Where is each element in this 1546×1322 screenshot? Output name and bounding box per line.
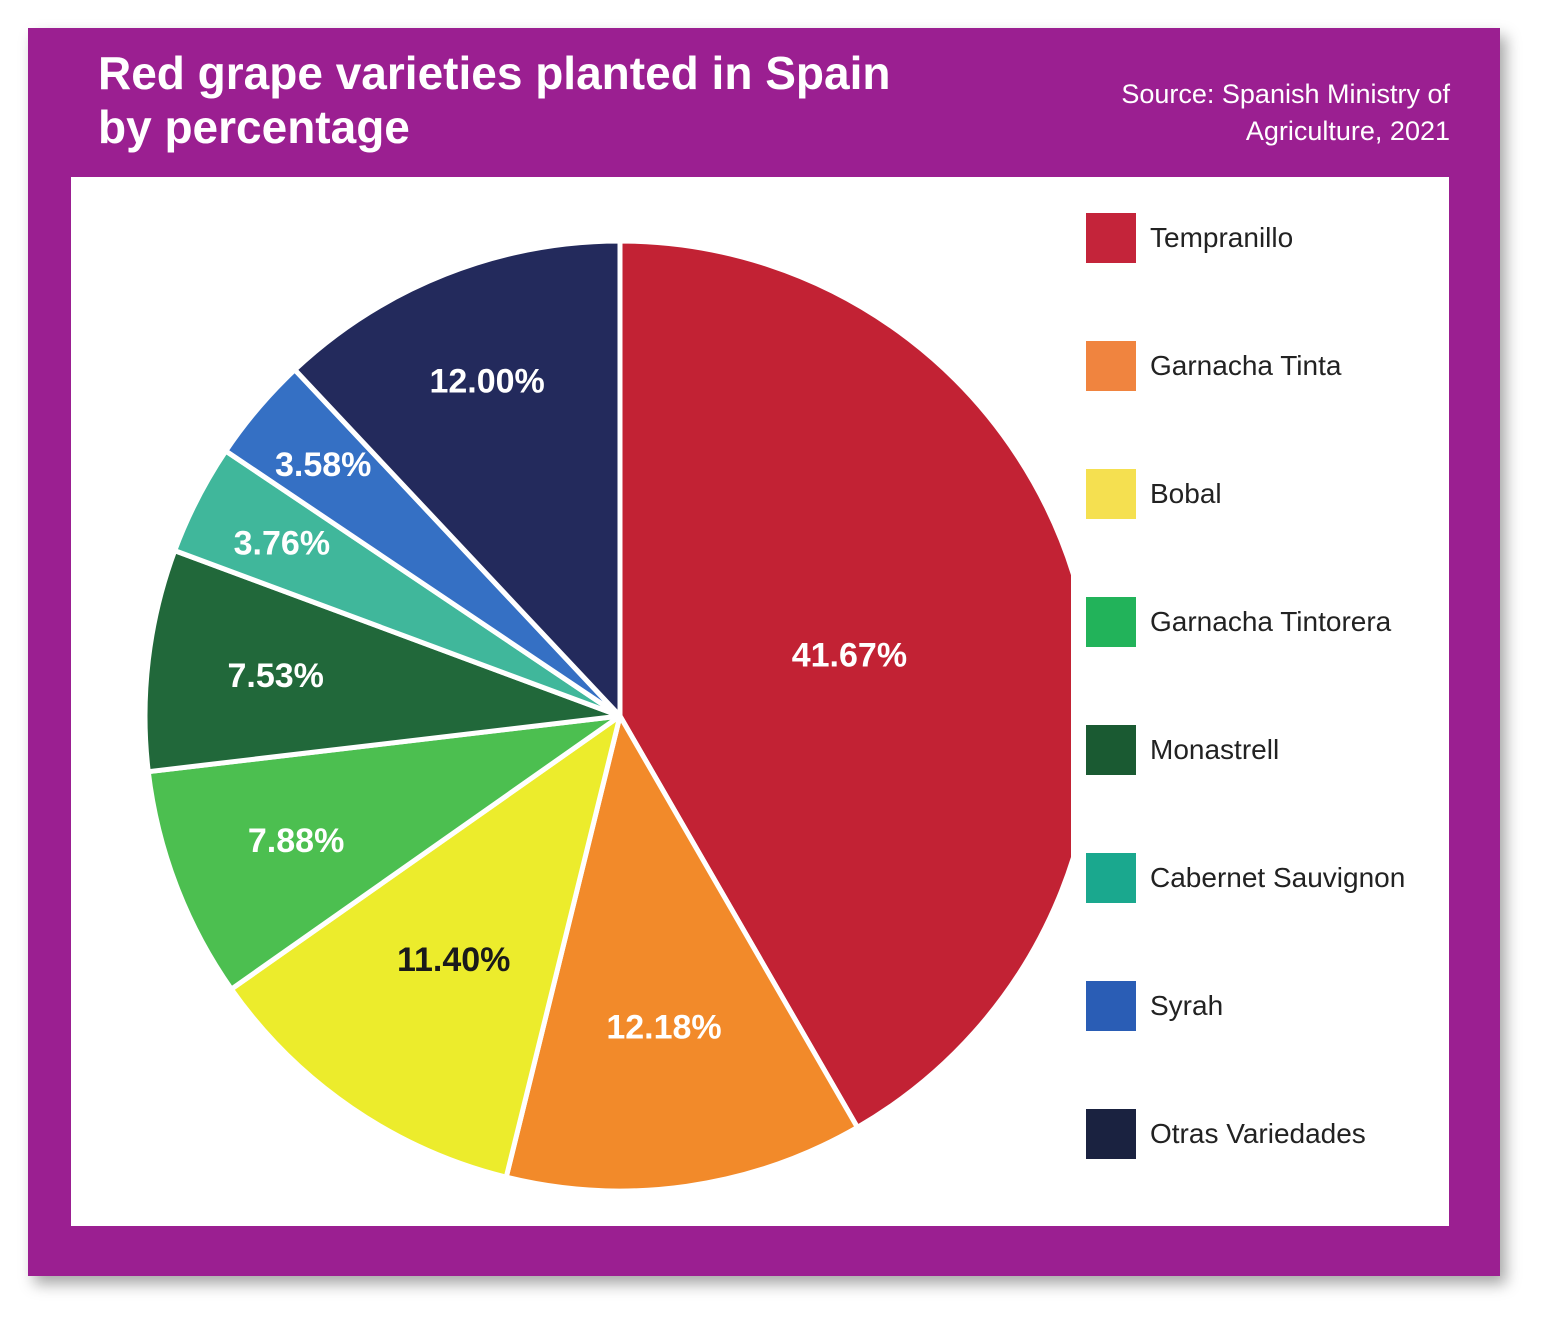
- pie-slice-bobal: [228, 713, 623, 1180]
- legend-swatch: [1086, 469, 1136, 519]
- legend-item: Bobal: [1086, 469, 1222, 519]
- data-label: 3.58%: [275, 446, 371, 484]
- chart-panel: 41.67% 12.18% 11.40% 7.88% 7.53% 3.76% 3.58% 12…: [71, 177, 1449, 1226]
- chart-title: Red grape varieties planted in Spain by …: [98, 46, 918, 154]
- data-label: 41.67%: [792, 637, 907, 675]
- data-label: 7.53%: [228, 657, 324, 695]
- legend-label: Otras Variedades: [1150, 1118, 1366, 1149]
- source-line: Source: Spanish Ministry of: [1121, 79, 1450, 109]
- legend-label: Bobal: [1150, 478, 1222, 509]
- data-label: 11.40%: [397, 941, 510, 979]
- chart-frame: Red grape varieties planted in Spain by …: [28, 28, 1500, 1276]
- pie-slice-otras-variedades: [292, 238, 623, 719]
- legend-swatch: [1086, 597, 1136, 647]
- source-line: Agriculture, 2021: [1245, 116, 1450, 146]
- data-label: 7.88%: [248, 822, 344, 860]
- legend-item: Syrah: [1086, 981, 1223, 1031]
- legend-item: Garnacha Tintorera: [1086, 597, 1391, 647]
- chart-source: Source: Spanish Ministry of Agriculture,…: [1030, 76, 1450, 150]
- pie-slice-garnacha-tinta: [503, 713, 860, 1194]
- pie-slice-garnacha-tintorera: [145, 713, 623, 992]
- legend-swatch: [1086, 853, 1136, 903]
- title-line: by percentage: [98, 101, 410, 153]
- legend-item: Otras Variedades: [1086, 1109, 1366, 1159]
- legend-label: Cabernet Sauvignon: [1150, 862, 1406, 893]
- legend-label: Syrah: [1150, 990, 1224, 1021]
- legend-item: Tempranillo: [1086, 213, 1293, 263]
- legend-label: Monastrell: [1150, 734, 1280, 765]
- legend-label: Tempranillo: [1150, 222, 1294, 253]
- legend-item: Cabernet Sauvignon: [1086, 853, 1405, 903]
- legend-label: Garnacha Tintorera: [1150, 606, 1392, 637]
- legend-swatch: [1086, 981, 1136, 1031]
- pie-slice-monastrell: [142, 548, 623, 775]
- legend-swatch: [1086, 1109, 1136, 1159]
- pie-chart: 41.67% 12.18% 11.40% 7.88% 7.53% 3.76% 3.58% 12…: [142, 238, 1071, 1194]
- legend-swatch: [1086, 341, 1136, 391]
- legend-label: Garnacha Tinta: [1150, 350, 1342, 381]
- legend-item: Garnacha Tinta: [1086, 341, 1341, 391]
- legend-swatch: [1086, 213, 1136, 263]
- title-line: Red grape varieties planted in Spain: [98, 47, 891, 99]
- legend-swatch: [1086, 725, 1136, 775]
- legend-item: Monastrell: [1086, 725, 1279, 775]
- pie-slice-tempranillo: [617, 238, 1071, 1130]
- data-label: 12.00%: [429, 362, 544, 400]
- data-label: 3.76%: [234, 525, 330, 563]
- data-label: 12.18%: [606, 1008, 721, 1046]
